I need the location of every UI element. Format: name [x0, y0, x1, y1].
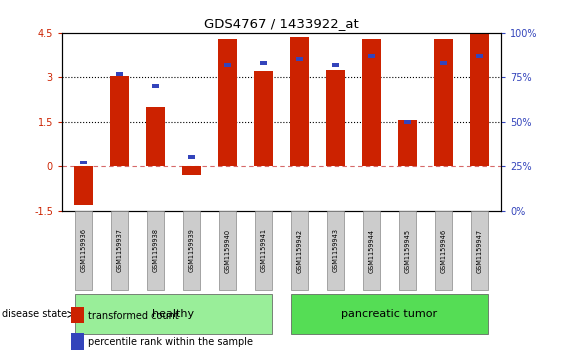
Text: GSM1159945: GSM1159945: [404, 228, 410, 273]
Bar: [296, 57, 303, 61]
Bar: [117, 72, 123, 76]
Text: pancreatic tumor: pancreatic tumor: [341, 309, 437, 319]
Bar: [325, 70, 345, 166]
Bar: [435, 211, 453, 290]
Text: GSM1159946: GSM1159946: [440, 228, 446, 273]
Text: GSM1159940: GSM1159940: [225, 228, 230, 273]
Title: GDS4767 / 1433922_at: GDS4767 / 1433922_at: [204, 17, 359, 30]
Bar: [182, 166, 202, 175]
Bar: [75, 294, 272, 334]
Bar: [71, 333, 84, 350]
Text: GSM1159943: GSM1159943: [333, 228, 338, 273]
Bar: [368, 54, 374, 58]
Bar: [404, 120, 410, 123]
Text: disease state: disease state: [2, 309, 68, 319]
Bar: [253, 71, 274, 166]
Text: GSM1159937: GSM1159937: [117, 228, 123, 273]
Bar: [74, 166, 93, 205]
Text: percentile rank within the sample: percentile rank within the sample: [88, 337, 253, 347]
Bar: [434, 38, 453, 166]
Bar: [332, 63, 339, 67]
Bar: [289, 37, 310, 166]
Bar: [363, 211, 381, 290]
Bar: [470, 34, 489, 166]
Bar: [361, 38, 381, 166]
Bar: [471, 211, 488, 290]
Bar: [291, 211, 309, 290]
Bar: [218, 38, 238, 166]
Bar: [110, 76, 129, 166]
Bar: [224, 63, 231, 67]
Bar: [397, 120, 417, 166]
Bar: [440, 61, 446, 65]
Bar: [260, 61, 267, 65]
Text: GSM1159936: GSM1159936: [81, 228, 87, 273]
Text: transformed count: transformed count: [88, 311, 179, 321]
Bar: [218, 211, 236, 290]
Text: healthy: healthy: [153, 309, 195, 319]
Bar: [399, 211, 417, 290]
Text: GSM1159941: GSM1159941: [261, 228, 266, 273]
Bar: [327, 211, 345, 290]
Bar: [146, 107, 166, 166]
Bar: [81, 160, 87, 164]
Bar: [153, 84, 159, 88]
Text: GSM1159947: GSM1159947: [476, 228, 482, 273]
Bar: [146, 211, 164, 290]
Bar: [110, 211, 128, 290]
Text: GSM1159942: GSM1159942: [297, 228, 302, 273]
Bar: [189, 155, 195, 159]
Text: GSM1159944: GSM1159944: [369, 228, 374, 273]
Bar: [75, 211, 92, 290]
Bar: [291, 294, 488, 334]
Bar: [254, 211, 272, 290]
Bar: [182, 211, 200, 290]
Text: GSM1159938: GSM1159938: [153, 228, 159, 273]
Bar: [476, 54, 482, 58]
Bar: [71, 307, 84, 323]
Text: GSM1159939: GSM1159939: [189, 229, 194, 272]
